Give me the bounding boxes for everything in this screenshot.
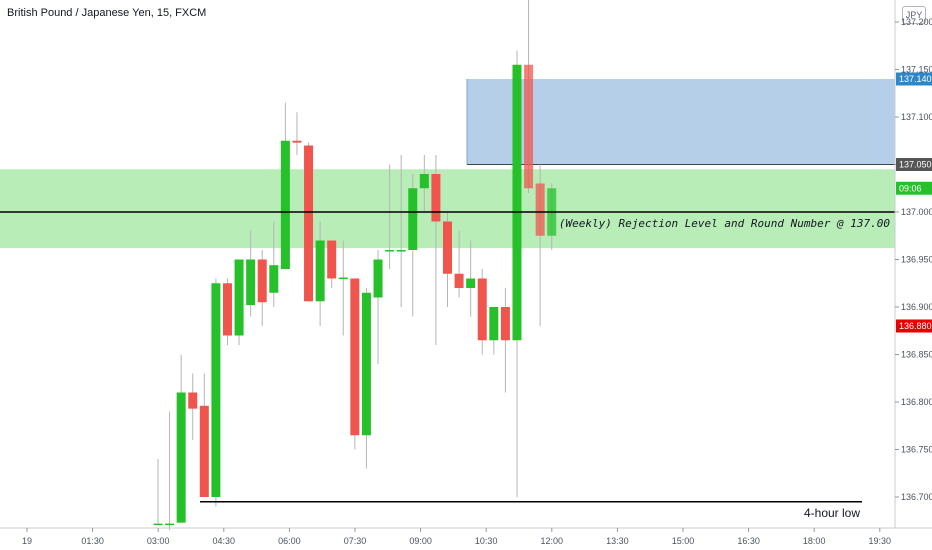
currency-button[interactable]: JPY bbox=[902, 6, 926, 24]
price-tag bbox=[896, 181, 932, 195]
candle-body bbox=[176, 392, 186, 523]
candle-body bbox=[292, 140, 302, 143]
x-tick-label: 06:00 bbox=[278, 536, 301, 546]
candle-body bbox=[315, 240, 325, 302]
y-tick-label: 137.200 bbox=[901, 17, 932, 27]
candle-body bbox=[373, 259, 383, 298]
x-tick-label: 15:00 bbox=[672, 536, 695, 546]
x-tick-label: 01:30 bbox=[81, 536, 104, 546]
y-tick-label: 136.900 bbox=[901, 302, 932, 312]
candle-body bbox=[489, 307, 499, 341]
candle-body bbox=[269, 265, 279, 293]
candle-body bbox=[338, 277, 348, 280]
four-hour-low-label: 4-hour low bbox=[804, 506, 860, 520]
x-tick-label: 16:30 bbox=[737, 536, 760, 546]
price-tag-label: 137.140 bbox=[899, 74, 932, 84]
x-tick-label: 10:30 bbox=[475, 536, 498, 546]
price-tag-label: 136.880 bbox=[899, 321, 932, 331]
candle-body bbox=[443, 221, 452, 274]
candle-body bbox=[350, 278, 360, 436]
candle-body bbox=[153, 523, 163, 526]
price-tag-label: 137.050 bbox=[899, 160, 932, 170]
candle-body bbox=[222, 283, 232, 336]
price-tag bbox=[896, 319, 932, 333]
x-tick-label: 07:30 bbox=[344, 536, 367, 546]
candle-body bbox=[199, 405, 209, 497]
candle-body bbox=[419, 174, 429, 189]
chart-title: British Pound / Japanese Yen, 15, FXCM bbox=[7, 7, 207, 19]
candle-body bbox=[361, 292, 371, 436]
candle-body bbox=[396, 250, 406, 252]
candle-body bbox=[431, 174, 441, 222]
y-tick-label: 136.800 bbox=[901, 397, 932, 407]
x-tick-label: 03:00 bbox=[147, 536, 170, 546]
price-tag bbox=[896, 158, 932, 171]
candle-body bbox=[512, 64, 522, 341]
candle-body bbox=[246, 259, 256, 306]
price-tag-label: 09:06 bbox=[899, 183, 922, 193]
candle-body bbox=[408, 188, 418, 250]
candle-body bbox=[454, 273, 464, 288]
candle-body bbox=[500, 307, 510, 341]
candle-body bbox=[304, 145, 314, 302]
candle-body bbox=[211, 283, 221, 497]
candle-body bbox=[524, 64, 534, 189]
y-tick-label: 136.850 bbox=[901, 350, 932, 360]
x-tick-label: 13:30 bbox=[606, 536, 629, 546]
y-tick-label: 136.700 bbox=[901, 492, 932, 502]
candle-body bbox=[535, 183, 545, 236]
x-tick-label: 04:30 bbox=[213, 536, 236, 546]
y-tick-label: 137.100 bbox=[901, 112, 932, 122]
candle-body bbox=[165, 523, 175, 526]
x-tick-label: 18:00 bbox=[803, 536, 826, 546]
x-tick-label: 12:00 bbox=[541, 536, 564, 546]
price-tag bbox=[896, 72, 932, 86]
candle-body bbox=[280, 140, 290, 269]
target-box bbox=[467, 79, 895, 165]
candle-body bbox=[466, 278, 476, 288]
x-tick-label: 19 bbox=[22, 536, 32, 546]
y-tick-label: 137.150 bbox=[901, 65, 932, 75]
candle-body bbox=[477, 278, 487, 341]
y-tick-label: 137.000 bbox=[901, 207, 932, 217]
candle-body bbox=[188, 392, 198, 409]
y-tick-label: 136.950 bbox=[901, 255, 932, 265]
candle-body bbox=[385, 250, 395, 252]
candle-body bbox=[234, 259, 244, 336]
y-tick-label: 136.750 bbox=[901, 445, 932, 455]
x-tick-label: 19:30 bbox=[869, 536, 892, 546]
candle-body bbox=[327, 240, 337, 279]
x-tick-label: 09:00 bbox=[409, 536, 432, 546]
rejection-level-label: (Weekly) Rejection Level and Round Numbe… bbox=[559, 217, 891, 230]
candle-body bbox=[257, 259, 267, 303]
